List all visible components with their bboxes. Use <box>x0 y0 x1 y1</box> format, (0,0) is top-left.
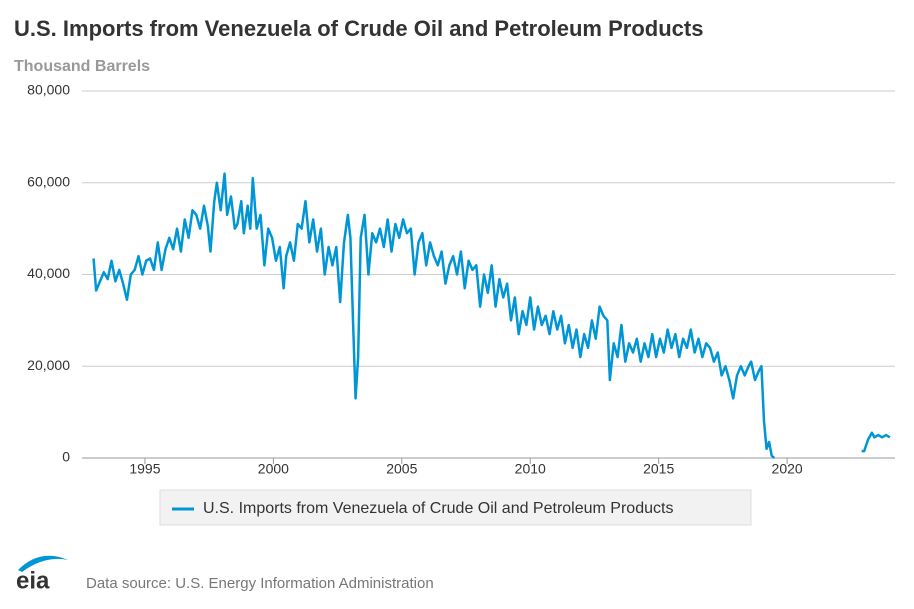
y-tick-label: 20,000 <box>27 357 70 373</box>
logo: eia <box>16 567 50 594</box>
y-tick-label: 60,000 <box>27 173 70 189</box>
logo-swoosh <box>18 555 68 572</box>
legend-label: U.S. Imports from Venezuela of Crude Oil… <box>203 500 673 517</box>
x-tick-label: 2010 <box>515 461 546 477</box>
x-tick-label: 2020 <box>772 461 803 477</box>
y-tick-label: 80,000 <box>27 82 70 98</box>
legend-box <box>159 489 752 526</box>
x-tick-label: 2005 <box>386 461 417 477</box>
x-tick-label: 1995 <box>129 461 160 477</box>
y-tick-label: 0 <box>62 449 70 465</box>
chart-subtitle: Thousand Barrels <box>14 58 150 75</box>
data-line <box>92 172 891 459</box>
chart-title: U.S. Imports from Venezuela of Crude Oil… <box>14 16 703 41</box>
x-tick-label: 2000 <box>258 461 289 477</box>
y-tick-label: 40,000 <box>27 265 70 281</box>
source: Data source: U.S. Energy Information Adm… <box>86 575 434 592</box>
x-tick-label: 2015 <box>643 461 674 477</box>
